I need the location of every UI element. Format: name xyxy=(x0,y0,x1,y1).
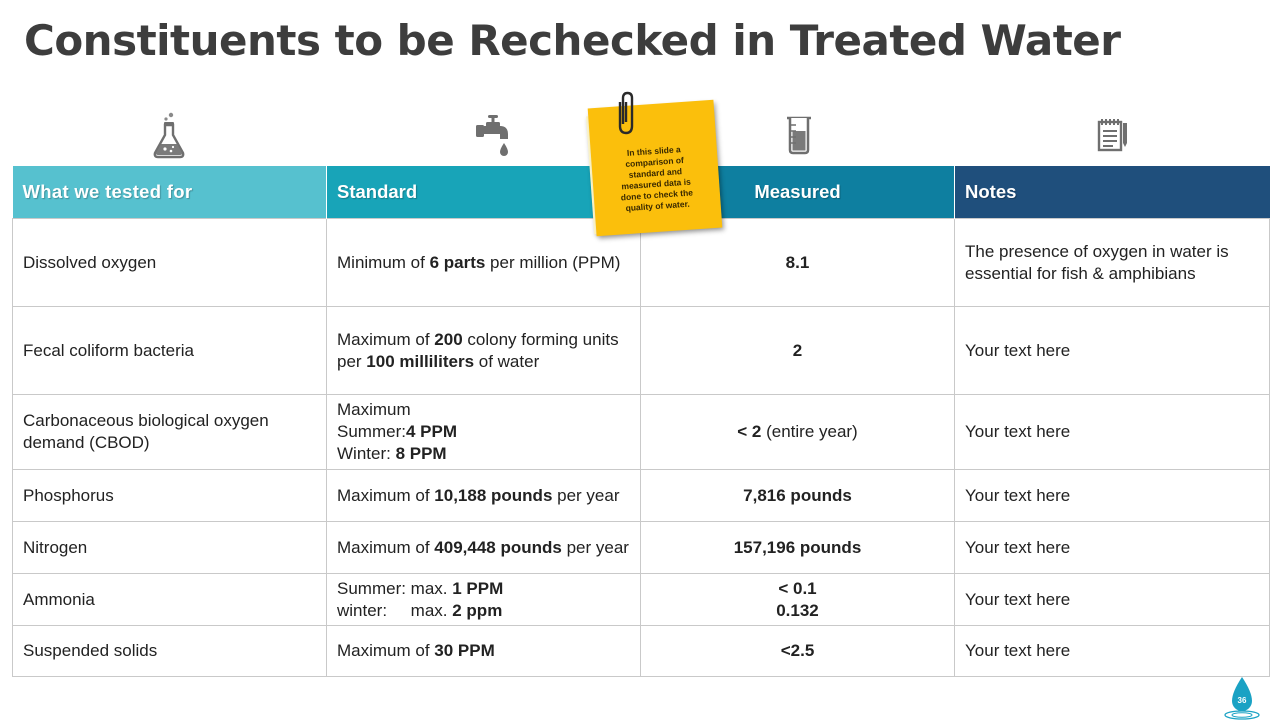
cell-standard: Minimum of 6 parts per million (PPM) xyxy=(326,218,641,307)
cell-tested: Phosphorus xyxy=(12,469,327,522)
paperclip-icon xyxy=(618,91,634,135)
cell-measured: < 0.1 0.132 xyxy=(640,573,955,626)
table-header-row: What we tested for Standard Measured Not… xyxy=(12,166,1270,219)
page-title: Constituents to be Rechecked in Treated … xyxy=(24,16,1121,65)
cell-note: Your text here xyxy=(954,394,1270,470)
sticky-note-paper: In this slide a comparison of standard a… xyxy=(587,99,723,237)
page-number-badge: 36 xyxy=(1222,674,1262,720)
table-row: Ammonia Summer: max. 1 PPM winter: max. … xyxy=(12,573,1270,626)
cell-measured: 8.1 xyxy=(640,218,955,307)
notepad-icon xyxy=(1088,108,1138,162)
cell-measured: 2 xyxy=(640,306,955,395)
cell-standard: Summer: max. 1 PPM winter: max. 2 ppm xyxy=(326,573,641,626)
sticky-note: In this slide a comparison of standard a… xyxy=(584,91,734,244)
table-row: Suspended solids Maximum of 30 PPM <2.5 … xyxy=(12,625,1270,677)
cell-tested: Dissolved oxygen xyxy=(12,218,327,307)
cell-tested: Carbonaceous biological oxygen demand (C… xyxy=(12,394,327,470)
cell-measured: 7,816 pounds xyxy=(640,469,955,522)
water-drop-icon xyxy=(1224,677,1260,720)
cell-tested: Fecal coliform bacteria xyxy=(12,306,327,395)
page-number: 36 xyxy=(1237,696,1247,705)
cell-measured: 157,196 pounds xyxy=(640,521,955,574)
cell-measured: < 2 (entire year) xyxy=(640,394,955,470)
cell-note: Your text here xyxy=(954,469,1270,522)
table-row: Dissolved oxygen Minimum of 6 parts per … xyxy=(12,218,1270,307)
header-tested: What we tested for xyxy=(12,166,327,219)
cell-note: Your text here xyxy=(954,521,1270,574)
header-notes: Notes xyxy=(954,166,1270,219)
water-tap-icon xyxy=(468,108,518,162)
cell-tested: Nitrogen xyxy=(12,521,327,574)
cell-standard: Maximum of 409,448 pounds per year xyxy=(326,521,641,574)
cell-note: Your text here xyxy=(954,573,1270,626)
sticky-note-text: In this slide a comparison of standard a… xyxy=(620,144,694,214)
flask-icon xyxy=(144,108,194,162)
table-row: Phosphorus Maximum of 10,188 pounds per … xyxy=(12,469,1270,522)
cell-note: Your text here xyxy=(954,625,1270,677)
beaker-icon xyxy=(774,108,824,162)
cell-note: Your text here xyxy=(954,306,1270,395)
cell-measured: <2.5 xyxy=(640,625,955,677)
table-row: Fecal coliform bacteria Maximum of 200 c… xyxy=(12,306,1270,395)
cell-standard: Maximum of 200 colony forming units per … xyxy=(326,306,641,395)
cell-tested: Ammonia xyxy=(12,573,327,626)
cell-standard: Maximum of 30 PPM xyxy=(326,625,641,677)
icon-row xyxy=(12,108,1268,164)
table-row: Carbonaceous biological oxygen demand (C… xyxy=(12,394,1270,470)
comparison-table: What we tested for Standard Measured Not… xyxy=(12,166,1270,677)
header-standard: Standard xyxy=(326,166,641,219)
cell-standard: Maximum of 10,188 pounds per year xyxy=(326,469,641,522)
table-row: Nitrogen Maximum of 409,448 pounds per y… xyxy=(12,521,1270,574)
cell-standard: Maximum Summer:4 PPM Winter: 8 PPM xyxy=(326,394,641,470)
cell-note: The presence of oxygen in water is essen… xyxy=(954,218,1270,307)
cell-tested: Suspended solids xyxy=(12,625,327,677)
